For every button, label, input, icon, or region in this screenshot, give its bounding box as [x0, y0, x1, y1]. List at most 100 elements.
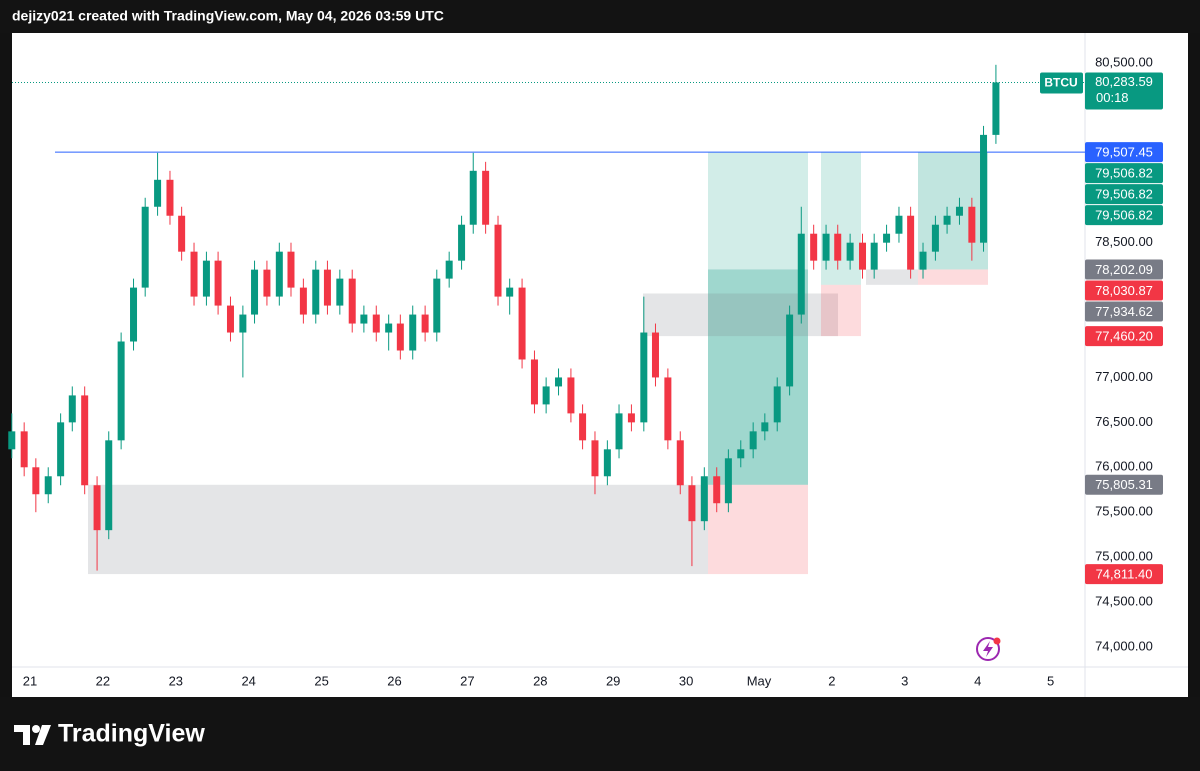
price-label: 79,506.82 — [1095, 208, 1153, 223]
price-label: 79,506.82 — [1095, 166, 1153, 181]
candle-body — [32, 467, 40, 495]
price-label-box — [1085, 259, 1163, 280]
last-price-label: 80,283.59 — [1095, 74, 1153, 89]
candle-body — [117, 341, 125, 441]
candle-body — [81, 395, 89, 486]
candle-body — [846, 242, 854, 261]
lightning-icon — [976, 637, 1001, 661]
candle-body — [8, 431, 16, 450]
candle-body — [226, 305, 234, 333]
candle-body — [724, 458, 732, 504]
candle-body — [797, 233, 805, 315]
candle-body — [810, 233, 818, 261]
candle-body — [737, 449, 745, 459]
brand-name: TradingView — [58, 720, 205, 748]
symbol-label: BTCU — [1044, 76, 1077, 90]
candle-body — [360, 314, 368, 324]
candle-body — [518, 287, 526, 360]
candle-body — [57, 422, 65, 477]
candle-body — [786, 314, 794, 387]
price-label: 78,202.09 — [1095, 262, 1153, 277]
x-tick-label: 29 — [606, 673, 620, 688]
chart-area — [12, 33, 1188, 697]
candle-body — [263, 269, 271, 297]
candle-body — [713, 476, 721, 504]
price-label-box — [1085, 301, 1163, 322]
candle-body — [445, 260, 453, 279]
candle-body — [190, 251, 198, 297]
candle-body — [458, 224, 466, 261]
candle-body — [469, 170, 477, 225]
last-price-box — [1085, 72, 1163, 110]
price-label-box — [1085, 280, 1163, 301]
x-tick-label: 26 — [387, 673, 401, 688]
candle-body — [968, 206, 976, 243]
candle-body — [542, 386, 550, 405]
candle-body — [482, 170, 490, 225]
price-label: 77,460.20 — [1095, 329, 1153, 344]
position-zone — [866, 269, 918, 285]
candle-body — [130, 287, 138, 342]
candle-body — [44, 476, 52, 495]
candle-body — [651, 332, 659, 378]
candle-body — [93, 485, 101, 531]
candle-body — [603, 449, 611, 477]
candle-body — [773, 386, 781, 423]
candle-body — [943, 215, 951, 225]
chart-layer: 74,000.00 74,500.00 75,000.00 75,500.00 76,0… — [8, 54, 1163, 688]
x-tick-label: 5 — [1047, 673, 1054, 688]
symbol-tag — [1040, 72, 1083, 94]
x-tick-label: 23 — [169, 673, 183, 688]
price-label: 75,805.31 — [1095, 477, 1153, 492]
x-tick-label: 22 — [96, 673, 110, 688]
candle-body — [287, 251, 295, 288]
candle-body — [154, 179, 162, 207]
y-tick-label: 75,000.00 — [1095, 549, 1153, 564]
candle-body — [955, 206, 963, 216]
candle-body — [883, 233, 891, 243]
candle-body — [907, 215, 915, 270]
price-label-box — [1085, 326, 1163, 347]
candle-body — [591, 440, 599, 477]
x-tick-label: 25 — [314, 673, 328, 688]
candle-body — [336, 278, 344, 306]
x-tick-label: 24 — [241, 673, 255, 688]
price-label: 77,934.62 — [1095, 304, 1153, 319]
candle-body — [275, 251, 283, 297]
candle-body — [494, 224, 502, 297]
price-label: 79,506.82 — [1095, 187, 1153, 202]
candle-body — [239, 314, 247, 333]
price-label-box — [1085, 474, 1163, 495]
candle-body — [348, 278, 356, 324]
y-tick-label: 76,000.00 — [1095, 459, 1153, 474]
price-label: 74,811.40 — [1096, 567, 1153, 582]
x-tick-label: 3 — [901, 673, 908, 688]
candle-body — [396, 323, 404, 351]
brand-logo — [14, 725, 51, 745]
candle-body — [992, 82, 1000, 135]
position-zone — [821, 152, 861, 285]
x-tick-label: 30 — [679, 673, 693, 688]
candle-body — [859, 242, 867, 270]
candle-body — [895, 215, 903, 234]
position-zone — [88, 484, 708, 575]
x-tick-label: 27 — [460, 673, 474, 688]
candle-body — [870, 242, 878, 270]
y-tick-label: 78,500.00 — [1095, 234, 1153, 249]
x-tick-label: 2 — [828, 673, 835, 688]
candle-body — [409, 314, 417, 351]
candle-body — [506, 287, 514, 297]
candle-body — [214, 260, 222, 306]
header-text: dejizy021 created with TradingView.com, … — [12, 8, 444, 24]
price-label-box — [1085, 163, 1163, 184]
x-tick-label: 21 — [23, 673, 37, 688]
y-tick-label: 74,000.00 — [1095, 638, 1153, 653]
candle-body — [372, 314, 380, 333]
candle-body — [761, 422, 769, 432]
candle-body — [421, 314, 429, 333]
price-label: 79,507.45 — [1095, 145, 1153, 160]
x-tick-label: May — [747, 673, 772, 688]
candle-body — [68, 395, 76, 423]
candle-body — [20, 431, 28, 468]
